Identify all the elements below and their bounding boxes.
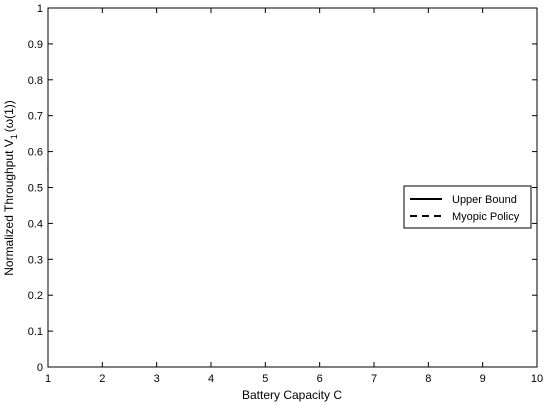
y-tick-label: 0.1 xyxy=(28,326,43,338)
y-tick-label: 0.2 xyxy=(28,290,43,302)
legend-label-1: Upper Bound xyxy=(452,194,517,206)
x-axis-title: Battery Capacity C xyxy=(242,388,342,402)
y-tick-label: 1 xyxy=(37,3,43,15)
x-tick-label: 6 xyxy=(317,373,323,385)
legend: Upper Bound Myopic Policy xyxy=(403,185,532,229)
y-tick-label: 0.8 xyxy=(28,75,43,87)
legend-box xyxy=(403,185,532,229)
x-tick-label: 9 xyxy=(480,373,486,385)
y-tick-label: 0.7 xyxy=(28,111,43,123)
x-tick-label: 2 xyxy=(99,373,105,385)
x-tick-label: 4 xyxy=(208,373,214,385)
x-tick-label: 1 xyxy=(45,373,51,385)
y-tick-label: 0.6 xyxy=(28,147,43,159)
y-axis-title-tail: (ω(1)) xyxy=(2,100,16,132)
y-axis-title: Normalized Throughput V1 (ω(1)) xyxy=(2,100,19,276)
y-tick-label: 0 xyxy=(37,362,43,374)
y-axis-title-subscript: 1 xyxy=(9,134,19,139)
x-tick-label: 10 xyxy=(531,373,543,385)
x-tick-label: 7 xyxy=(371,373,377,385)
y-tick-label: 0.9 xyxy=(28,39,43,51)
x-tick-label: 8 xyxy=(425,373,431,385)
x-tick-label: 3 xyxy=(154,373,160,385)
y-tick-label: 0.3 xyxy=(28,254,43,266)
y-axis-title-main: Normalized Throughput V xyxy=(2,139,16,276)
legend-label-2: Myopic Policy xyxy=(452,211,520,223)
x-tick-label: 5 xyxy=(262,373,268,385)
y-tick-label: 0.5 xyxy=(28,183,43,195)
y-tick-label: 0.4 xyxy=(28,218,43,230)
